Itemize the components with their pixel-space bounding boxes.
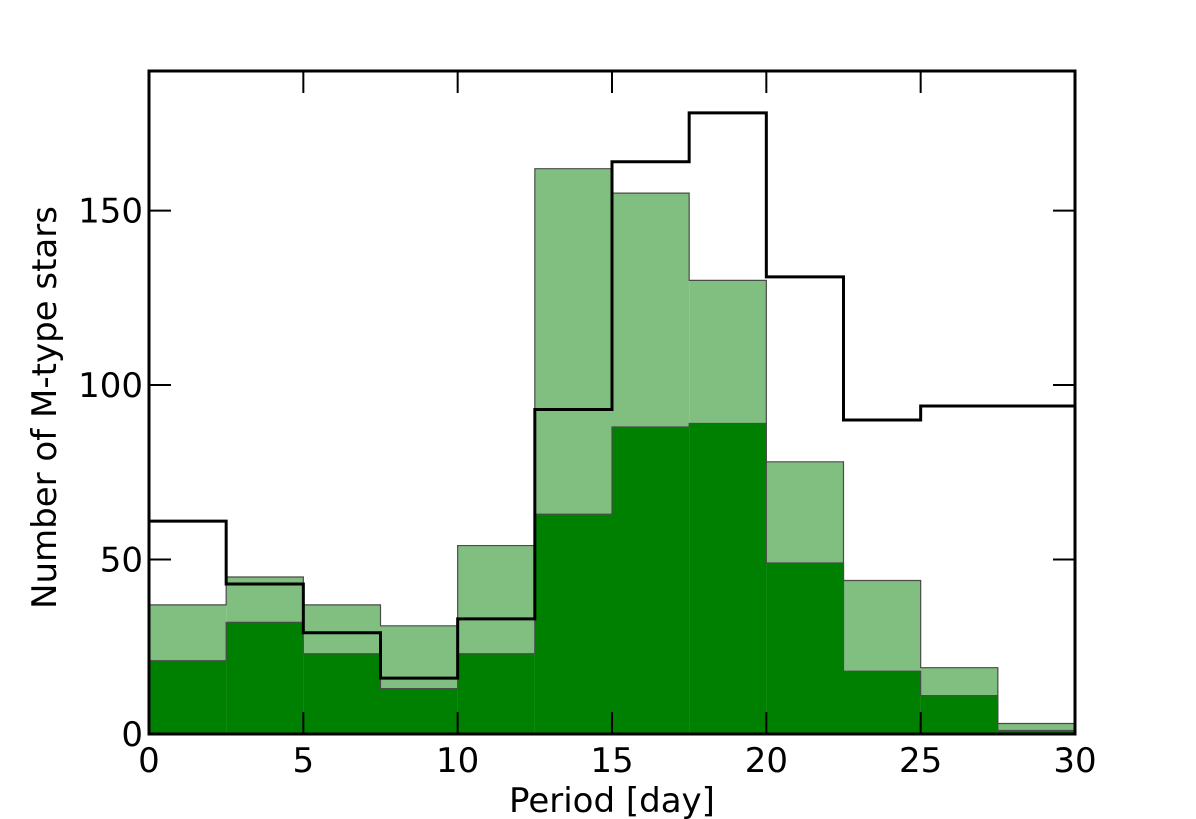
dark-green-bar (997, 730, 1075, 734)
black-step-histogram (149, 111, 1075, 680)
y-tick-label: 0 (121, 715, 143, 755)
dark-green-bar (380, 688, 458, 734)
dark-green-bar (766, 563, 844, 734)
dark-green-bar (226, 622, 304, 734)
y-tick-label: 50 (100, 541, 143, 581)
y-tick-label: 100 (78, 366, 143, 406)
y-axis-label: Number of M-type stars (25, 206, 65, 609)
plot-frame (147, 69, 1077, 736)
x-tick-label: 30 (1053, 741, 1096, 781)
x-tick-label: 15 (590, 741, 633, 781)
y-tick-label: 150 (78, 192, 143, 232)
dark-green-bar (689, 423, 767, 734)
dark-green-bar (843, 671, 921, 734)
x-tick-label: 10 (436, 741, 479, 781)
dark-green-bar (612, 426, 690, 734)
dark-green-bar (303, 653, 381, 734)
dark-green-bar (149, 660, 227, 734)
y-tick-labels: 0 50 100 150 (78, 192, 143, 755)
x-tick-label: 20 (745, 741, 788, 781)
step-line-path (149, 111, 1075, 680)
dark-green-bar (534, 514, 612, 734)
x-tick-label: 0 (138, 741, 160, 781)
dark-green-histogram (148, 422, 1076, 734)
light-green-bar (997, 723, 1075, 734)
x-tick-label: 25 (899, 741, 942, 781)
dark-green-bar (920, 695, 998, 734)
x-axis-label: Period [day] (509, 781, 715, 819)
x-tick-label: 5 (293, 741, 315, 781)
x-tick-labels: 0 5 10 15 20 25 30 (138, 741, 1096, 781)
dark-green-bar (457, 653, 535, 734)
